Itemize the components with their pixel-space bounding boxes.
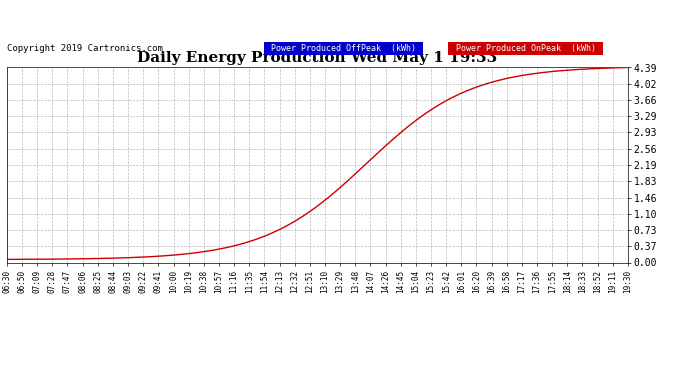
Title: Daily Energy Production Wed May 1 19:33: Daily Energy Production Wed May 1 19:33: [137, 51, 497, 65]
Text: Copyright 2019 Cartronics.com: Copyright 2019 Cartronics.com: [7, 44, 163, 53]
Text: Power Produced OffPeak  (kWh): Power Produced OffPeak (kWh): [266, 44, 421, 53]
Text: Power Produced OnPeak  (kWh): Power Produced OnPeak (kWh): [451, 44, 600, 53]
